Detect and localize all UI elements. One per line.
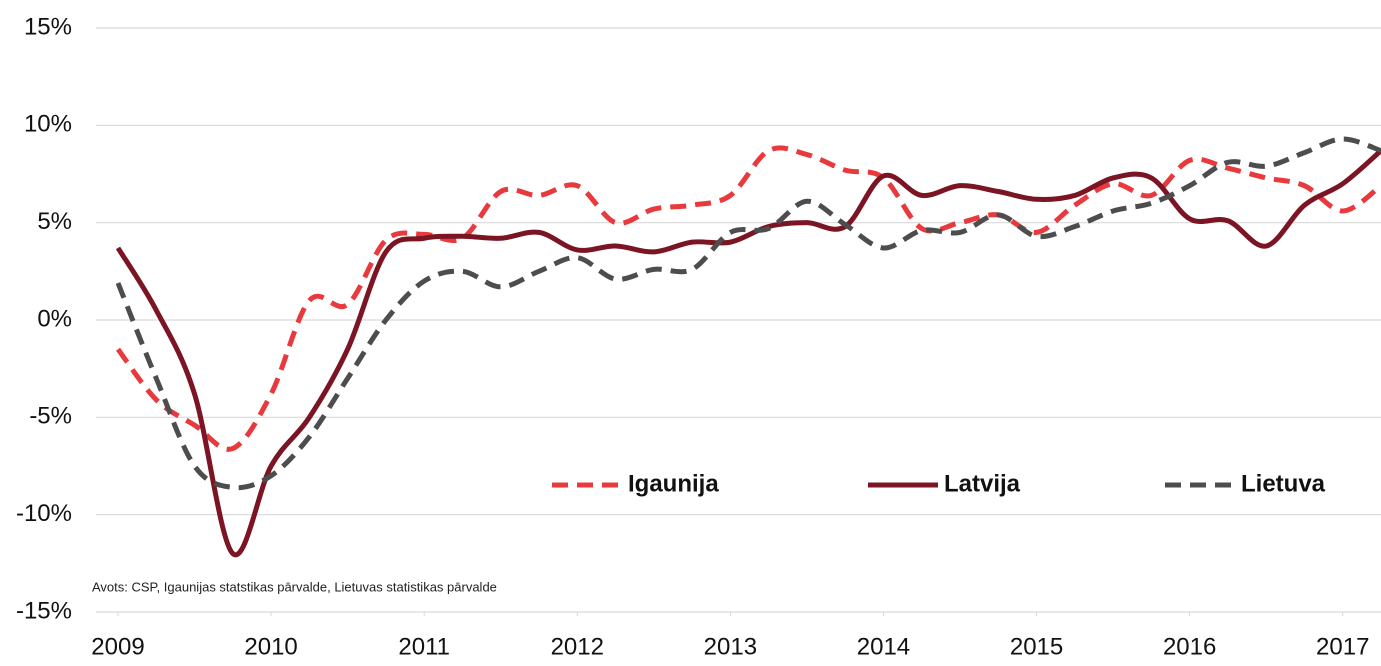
legend-item: Latvija	[868, 470, 1021, 497]
legend-label: Latvija	[944, 470, 1021, 497]
x-tick-label: 2010	[244, 633, 297, 660]
legend-label: Lietuva	[1241, 470, 1326, 497]
x-tick-label: 2011	[398, 633, 450, 660]
series-line	[115, 136, 1381, 491]
legend-item: Lietuva	[1165, 470, 1326, 497]
y-tick-label: -5%	[29, 403, 72, 430]
series-line	[115, 145, 1381, 452]
x-tick-label: 2014	[857, 633, 910, 660]
series-line	[115, 148, 1381, 558]
y-tick-label: 0%	[37, 305, 72, 332]
y-tick-label: -10%	[16, 500, 72, 527]
x-tick-label: 2016	[1163, 633, 1216, 660]
y-tick-label: -15%	[16, 597, 72, 624]
x-tick-label: 2013	[704, 633, 757, 660]
y-tick-label: 10%	[24, 111, 72, 138]
legend-label: Igaunija	[628, 470, 719, 497]
x-tick-label: 2015	[1010, 633, 1063, 660]
x-tick-label: 2012	[551, 633, 604, 660]
x-tick-label: 2017	[1316, 633, 1369, 660]
source-note: Avots: CSP, Igaunijas statstikas pārvald…	[92, 579, 497, 594]
y-tick-label: 5%	[37, 208, 72, 235]
x-tick-label: 2009	[91, 633, 144, 660]
y-tick-label: 15%	[24, 13, 72, 40]
legend-item: Igaunija	[552, 470, 719, 497]
